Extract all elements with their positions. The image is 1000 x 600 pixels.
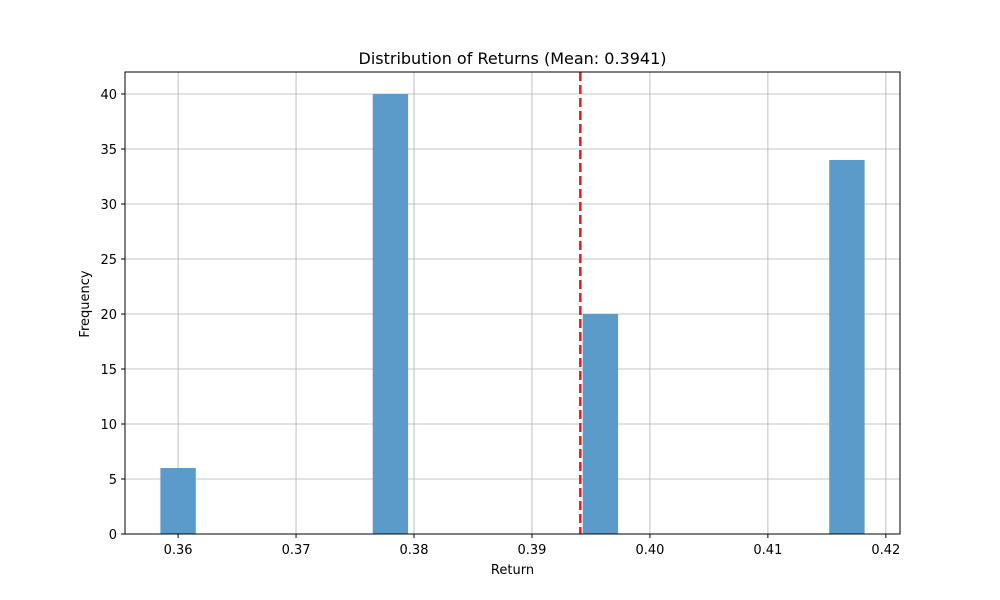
y-axis-label: Frequency bbox=[78, 270, 93, 337]
y-tick-label: 0 bbox=[109, 528, 117, 543]
x-tick-label: 0.42 bbox=[871, 543, 900, 558]
y-tick-label: 10 bbox=[100, 418, 117, 433]
histogram-bar bbox=[829, 160, 865, 534]
x-tick-label: 0.39 bbox=[517, 543, 546, 558]
x-tick-label: 0.40 bbox=[635, 543, 664, 558]
y-axis-ticks: 0 5 10 15 20 25 30 35 40 bbox=[100, 88, 125, 543]
y-tick-label: 20 bbox=[100, 308, 117, 323]
y-tick-label: 15 bbox=[100, 363, 117, 378]
y-tick-label: 40 bbox=[100, 88, 117, 103]
x-tick-label: 0.38 bbox=[400, 543, 429, 558]
histogram-bar bbox=[372, 94, 409, 534]
x-tick-label: 0.37 bbox=[282, 543, 311, 558]
grid-lines bbox=[125, 72, 900, 535]
y-tick-label: 25 bbox=[100, 253, 117, 268]
y-tick-label: 35 bbox=[100, 143, 117, 158]
x-axis-ticks: 0.36 0.37 0.38 0.39 0.40 0.41 0.42 bbox=[164, 534, 900, 558]
y-tick-label: 5 bbox=[109, 473, 117, 488]
x-tick-label: 0.36 bbox=[164, 543, 193, 558]
histogram-bar bbox=[582, 314, 619, 534]
chart-title: Distribution of Returns (Mean: 0.3941) bbox=[359, 49, 667, 68]
histogram-bar bbox=[160, 468, 196, 534]
x-axis-label: Return bbox=[491, 563, 534, 578]
x-tick-label: 0.41 bbox=[753, 543, 782, 558]
bars bbox=[160, 94, 865, 534]
plot-frame bbox=[124, 71, 901, 535]
y-tick-label: 30 bbox=[100, 198, 117, 213]
